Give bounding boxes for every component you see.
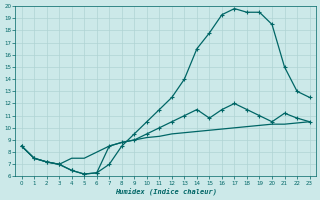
X-axis label: Humidex (Indice chaleur): Humidex (Indice chaleur) bbox=[115, 188, 217, 196]
